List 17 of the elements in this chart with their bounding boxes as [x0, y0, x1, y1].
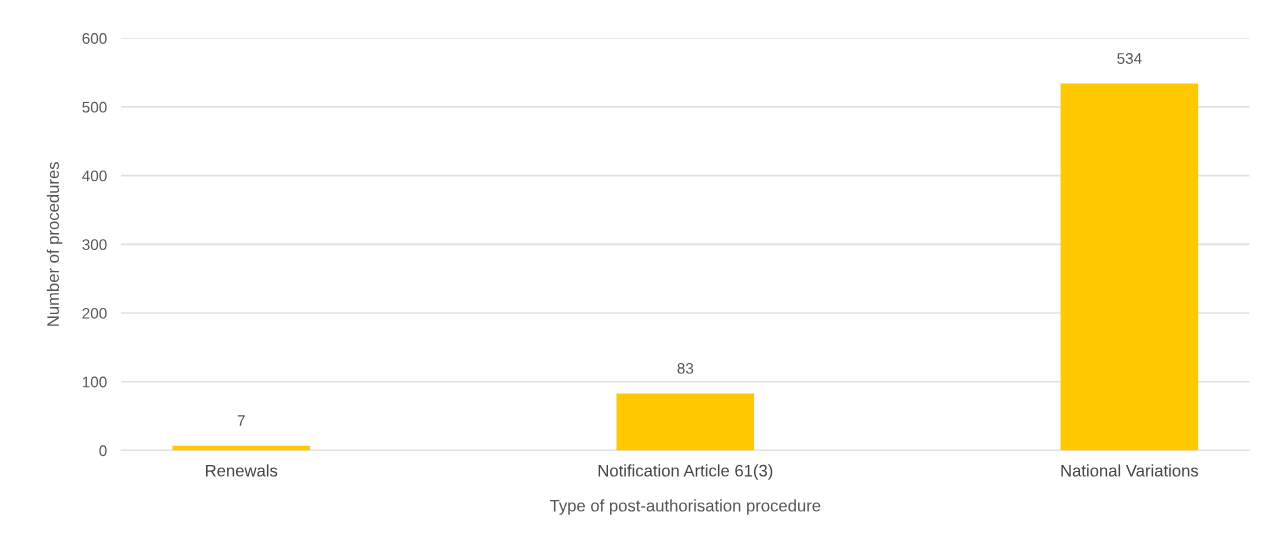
y-tick-label: 400 [82, 170, 107, 182]
data-label: 83 [677, 362, 694, 374]
y-axis-title: Number of procedures [46, 162, 63, 326]
x-tick-label: National Variations [1061, 464, 1199, 477]
y-tick-label: 600 [82, 33, 107, 44]
y-tick-label: 300 [82, 239, 107, 251]
data-label: 7 [237, 415, 245, 426]
y-tick-label: 500 [82, 101, 107, 113]
y-tick-label: 100 [82, 376, 107, 388]
bar [1060, 83, 1199, 451]
bar [616, 393, 755, 451]
x-tick-label: Renewals [206, 464, 278, 477]
y-tick-label: 0 [99, 445, 107, 457]
data-label: 534 [1117, 53, 1142, 64]
y-tick-label: 200 [82, 307, 107, 319]
x-tick-label: Notification Article 61(3) [598, 464, 773, 480]
x-axis-title: Type of post-authorisation procedure [549, 499, 821, 515]
